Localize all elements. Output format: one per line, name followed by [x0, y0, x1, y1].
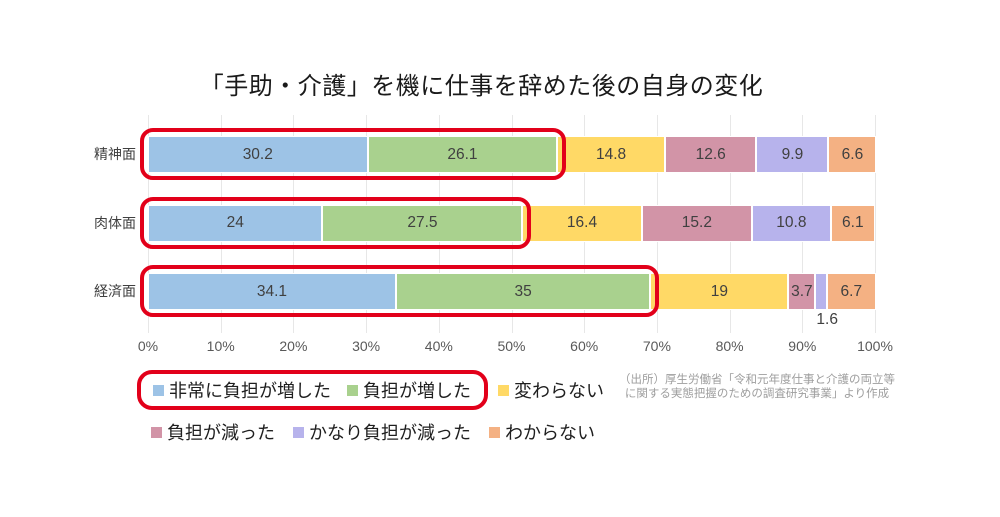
legend-item: 負担が減った: [151, 419, 275, 445]
legend-row-2: 負担が減った かなり負担が減った わからない: [151, 419, 613, 445]
source-note: （出所）厚生労働省「令和元年度仕事と介護の両立等 に関する実態把握のための調査研…: [600, 374, 914, 401]
category-label: 経済面: [94, 283, 136, 299]
legend-highlight-rect: 非常に負担が増した 負担が増した: [137, 370, 488, 410]
legend-label: かなり負担が減った: [309, 423, 471, 443]
legend-item: 負担が増した: [347, 377, 471, 403]
x-axis-tick: 80%: [715, 338, 744, 354]
bar-segment: 26.1: [367, 136, 558, 173]
legend-swatch-icon: [151, 426, 162, 438]
x-axis-tick: 10%: [206, 338, 235, 354]
bar-segment: 12.6: [664, 136, 757, 173]
bar-segment: 6.1: [830, 204, 875, 242]
x-axis-tick: 30%: [352, 338, 381, 354]
bar-segment: 9.9: [756, 136, 829, 173]
x-axis-tick: 50%: [497, 338, 526, 354]
x-axis-tick: 100%: [857, 338, 893, 354]
bar-segment: 6.6: [828, 136, 877, 173]
bar-segment: [815, 273, 827, 310]
legend-item: かなり負担が減った: [293, 419, 471, 445]
legend-item: 変わらない: [498, 377, 604, 403]
legend-swatch-icon: [489, 426, 500, 438]
stacked-bar: 34.1 35 19 3.7 6.7: [148, 273, 877, 310]
bar-segment: 19: [650, 273, 789, 310]
legend-label: 変わらない: [514, 381, 604, 401]
chart-title: 「手助・介護」を機に仕事を辞めた後の自身の変化: [199, 73, 764, 100]
bar-segment: 27.5: [322, 204, 523, 242]
bar-segment: 15.2: [641, 204, 753, 242]
x-axis-tick: 20%: [279, 338, 308, 354]
bar-segment: 3.7: [788, 273, 816, 310]
legend-swatch-icon: [153, 384, 164, 396]
x-axis-tick: 0%: [137, 338, 159, 354]
bar-segment: 35: [395, 273, 651, 310]
bar-segment: 14.8: [557, 136, 665, 173]
legend-swatch-icon: [498, 384, 509, 396]
stacked-bar: 30.2 26.1 14.8 12.6 9.9 6.6: [148, 136, 877, 173]
legend-label: わからない: [505, 423, 595, 443]
bar-segment: 6.7: [826, 273, 876, 310]
source-note-line1: （出所）厚生労働省「令和元年度仕事と介護の両立等: [619, 374, 895, 386]
legend-swatch-icon: [293, 426, 304, 438]
x-axis-tick: 60%: [570, 338, 599, 354]
category-label: 精神面: [94, 146, 136, 162]
legend-item: わからない: [489, 419, 595, 445]
bar-segment: 34.1: [148, 273, 396, 310]
x-axis-tick: 90%: [788, 338, 817, 354]
bar-segment: 30.2: [148, 136, 368, 173]
legend-label: 負担が減った: [167, 423, 275, 443]
x-axis-tick: 40%: [424, 338, 453, 354]
stacked-bar: 24 27.5 16.4 15.2 10.8 6.1: [148, 204, 877, 242]
bar-segment: 24: [148, 204, 323, 242]
category-label: 肉体面: [94, 214, 136, 231]
legend-swatch-icon: [347, 384, 358, 396]
gridline: [875, 115, 876, 333]
legend-row-1: 非常に負担が増した 負担が増した 変わらない: [137, 370, 604, 410]
legend-item: 非常に負担が増した: [153, 377, 331, 403]
legend-label: 非常に負担が増した: [169, 381, 331, 401]
source-note-line2: に関する実態把握のための調査研究事業」より作成: [624, 387, 890, 400]
x-axis-tick: 70%: [642, 338, 671, 354]
legend-label: 負担が増した: [363, 381, 471, 401]
outside-value-label: 1.6: [816, 311, 838, 328]
bar-segment: 16.4: [522, 204, 642, 242]
bar-segment: 10.8: [752, 204, 831, 242]
